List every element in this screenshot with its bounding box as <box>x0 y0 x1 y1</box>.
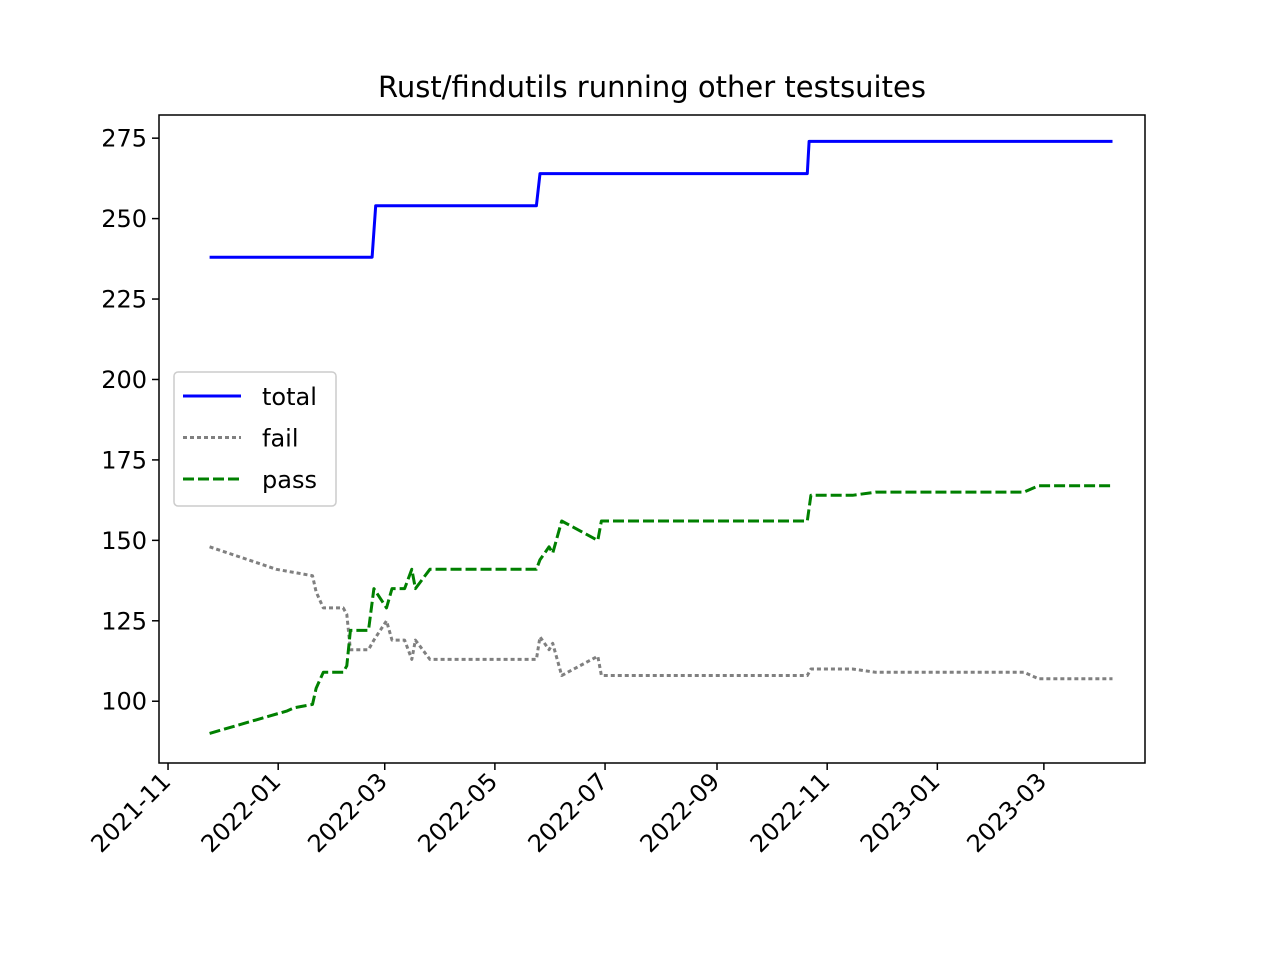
series-line-pass <box>209 484 1113 735</box>
legend-label-fail: fail <box>262 425 299 453</box>
y-tick-label: 100 <box>101 688 147 716</box>
y-tick-label: 175 <box>101 446 147 474</box>
chart-title: Rust/findutils running other testsuites <box>378 70 926 104</box>
y-tick-label: 150 <box>101 527 147 555</box>
y-tick-label: 225 <box>101 286 147 314</box>
y-tick-label: 125 <box>101 607 147 635</box>
x-tick-label: 2023-01 <box>855 767 946 858</box>
x-tick-label: 2022-05 <box>412 767 503 858</box>
legend: total fail pass <box>173 371 337 507</box>
x-tick-label: 2022-11 <box>745 767 836 858</box>
series-line-fail <box>209 545 1113 681</box>
x-tick-label: 2021-11 <box>86 767 177 858</box>
legend-label-pass: pass <box>262 466 317 494</box>
x-tick-label: 2022-07 <box>523 767 614 858</box>
legend-label-total: total <box>262 383 317 411</box>
y-tick-label: 250 <box>101 205 147 233</box>
legend-box <box>173 371 337 507</box>
x-tick-label: 2022-01 <box>196 767 287 858</box>
x-tick-label: 2022-09 <box>635 767 726 858</box>
series-line-total <box>209 139 1113 259</box>
plot-area <box>209 139 1113 735</box>
plot-frame <box>158 114 1146 764</box>
x-tick-label: 2023-03 <box>961 767 1052 858</box>
x-tick-label: 2022-03 <box>302 767 393 858</box>
y-tick-label: 200 <box>101 366 147 394</box>
y-tick-label: 275 <box>101 125 147 153</box>
